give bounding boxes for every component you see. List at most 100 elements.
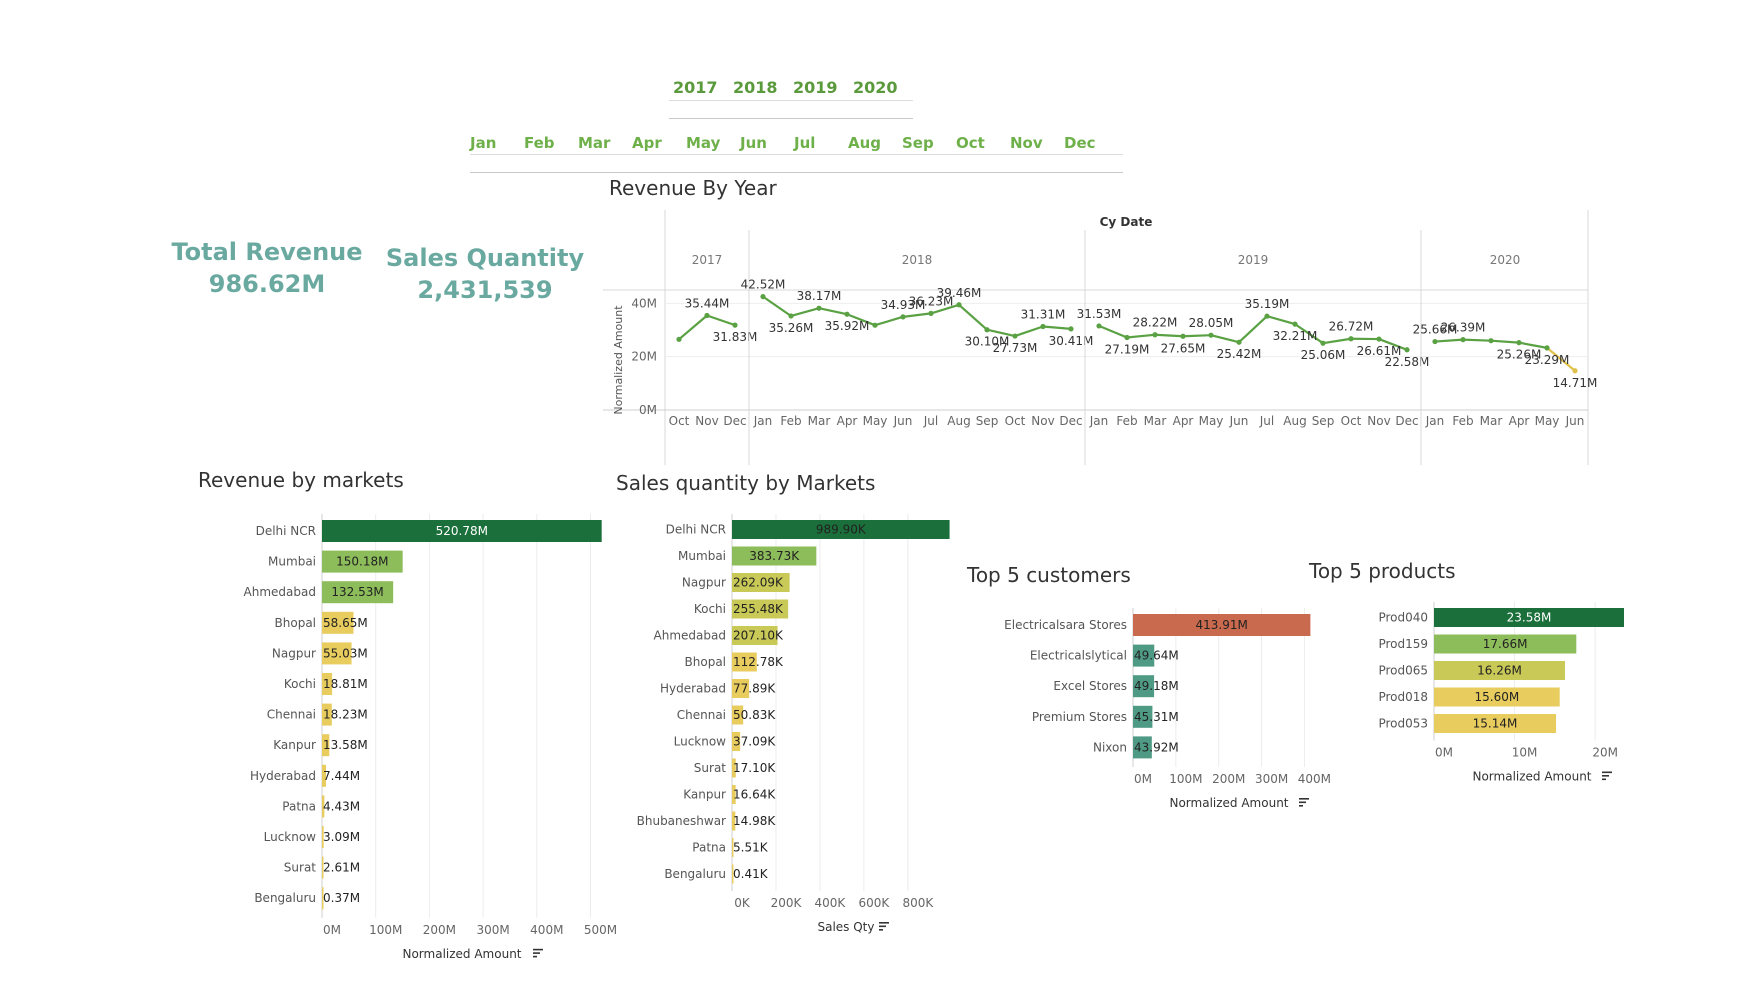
data-point — [1152, 332, 1158, 338]
year-filter-2019[interactable]: 2019 — [793, 78, 838, 97]
series-line-segment — [1238, 315, 1268, 344]
data-label: 3.09M — [323, 830, 360, 844]
data-point — [1516, 340, 1522, 346]
sort-icon — [1602, 778, 1606, 781]
data-label: 23.58M — [1507, 611, 1552, 625]
category-label: Hyderabad — [660, 682, 726, 696]
data-label: 17.10K — [733, 761, 776, 775]
category-label: Mumbai — [268, 555, 316, 569]
category-label: Kanpur — [273, 738, 316, 752]
category-label: Patna — [282, 799, 316, 813]
month-filter-nov[interactable]: Nov — [1010, 134, 1043, 152]
data-point — [1040, 323, 1046, 330]
month-filter-oct[interactable]: Oct — [956, 134, 985, 152]
bar — [322, 520, 602, 542]
series-line-segment — [1014, 325, 1044, 338]
data-point — [1544, 345, 1550, 351]
x-tick-label: 600K — [858, 896, 890, 910]
bar — [732, 732, 741, 751]
data-label: 49.64M — [1134, 649, 1179, 663]
bar — [322, 611, 354, 634]
category-label: Nagpur — [272, 646, 316, 660]
category-label: Patna — [692, 841, 726, 855]
data-label: 55.03M — [323, 646, 368, 660]
x-tick-label: Feb — [1452, 414, 1473, 428]
data-point — [1432, 338, 1438, 345]
data-label: 14.71M — [1553, 376, 1598, 390]
month-filter-apr[interactable]: Apr — [632, 134, 662, 152]
bar — [1434, 608, 1624, 627]
bar — [1133, 705, 1153, 728]
month-filter-may[interactable]: May — [686, 134, 721, 152]
data-label: 30.41M — [1049, 334, 1094, 348]
x-tick-label: 20M — [1592, 746, 1618, 760]
bar — [1434, 714, 1556, 733]
month-filter-dec[interactable]: Dec — [1064, 134, 1096, 152]
x-tick-label: Apr — [1173, 414, 1194, 428]
data-point — [1292, 321, 1298, 327]
data-point — [1460, 337, 1466, 343]
x-tick-label: 300M — [1255, 772, 1288, 786]
year-filter-2020[interactable]: 2020 — [853, 78, 898, 97]
category-label: Electricalslytical — [1030, 649, 1127, 663]
data-point — [1068, 326, 1074, 332]
category-label: Lucknow — [264, 830, 317, 844]
bar — [1133, 675, 1155, 698]
x-tick-label: 200K — [771, 896, 803, 910]
data-label: 45.31M — [1134, 710, 1179, 724]
month-filter-aug[interactable]: Aug — [848, 134, 882, 152]
month-filter-jan[interactable]: Jan — [470, 134, 497, 152]
data-label: 5.51K — [733, 841, 769, 855]
data-label: 77.89K — [733, 682, 776, 696]
data-label: 32.21M — [1273, 329, 1318, 343]
month-filter-feb[interactable]: Feb — [524, 134, 555, 152]
bar — [732, 864, 734, 884]
month-filter-jun[interactable]: Jun — [740, 134, 767, 152]
x-axis-title: Normalized Amount — [1472, 770, 1591, 784]
series-line-segment — [1518, 341, 1548, 349]
bar — [1133, 614, 1311, 636]
x-tick-label: 100M — [1169, 772, 1202, 786]
year-filter-2017[interactable]: 2017 — [673, 78, 718, 97]
month-filter-sep[interactable]: Sep — [902, 134, 934, 152]
x-axis-title: Normalized Amount — [402, 947, 521, 961]
x-tick-label: Oct — [669, 414, 690, 428]
series-line-segment — [1126, 333, 1156, 339]
month-filter-underline — [470, 154, 1123, 155]
sort-icon — [1602, 775, 1609, 777]
data-point — [844, 311, 850, 317]
x-tick-label: Dec — [723, 414, 746, 428]
data-point — [1320, 340, 1326, 346]
x-tick-label: Dec — [1395, 414, 1418, 428]
data-point — [984, 327, 990, 333]
data-label: 28.22M — [1133, 316, 1178, 330]
category-label: Prod018 — [1378, 690, 1428, 704]
sort-icon — [533, 952, 540, 954]
data-point — [956, 302, 962, 308]
x-tick-label: 0M — [1134, 772, 1152, 786]
x-tick-label: Jan — [753, 414, 773, 428]
year-filter-2018[interactable]: 2018 — [733, 78, 778, 97]
year-header: 2019 — [1238, 253, 1269, 267]
year-filter-underline — [669, 100, 913, 101]
x-tick-label: Jun — [1565, 414, 1585, 428]
sales-quantity-value: 2,431,539 — [417, 276, 553, 304]
data-label: 26.72M — [1329, 320, 1374, 334]
category-label: Prod065 — [1378, 664, 1428, 678]
x-tick-label: 200M — [423, 923, 456, 937]
data-label: 7.44M — [323, 769, 360, 783]
y-tick-label: 20M — [631, 350, 657, 364]
category-label: Ahmedabad — [654, 629, 726, 643]
bar — [322, 734, 330, 757]
category-label: Bhopal — [685, 655, 726, 669]
data-point — [900, 314, 906, 320]
x-tick-label: Apr — [1509, 414, 1530, 428]
sort-icon — [533, 948, 543, 951]
data-label: 35.19M — [1245, 297, 1290, 311]
sales-qty-by-markets-title: Sales quantity by Markets — [616, 471, 876, 495]
data-label: 50.83K — [733, 708, 776, 722]
month-filter-mar[interactable]: Mar — [578, 134, 611, 152]
data-point — [760, 294, 766, 300]
month-filter-jul[interactable]: Jul — [794, 134, 816, 152]
sort-icon — [1299, 801, 1306, 804]
